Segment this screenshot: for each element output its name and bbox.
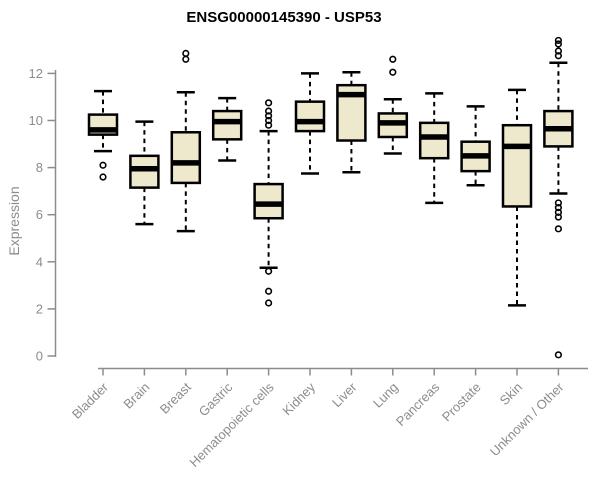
x-tick-label-breast: Breast [157, 379, 194, 416]
outlier-point [265, 287, 273, 295]
x-tick-label-liver: Liver [329, 379, 360, 410]
y-tick-label: 12 [29, 66, 43, 81]
outlier-point [389, 55, 397, 63]
outlier-point [389, 68, 397, 76]
x-tick-label-lung: Lung [370, 380, 401, 411]
boxes-group [87, 36, 574, 359]
box-liver [336, 70, 367, 174]
box-unknown-other [543, 36, 574, 359]
outlier-point [99, 173, 107, 181]
outlier-point [554, 351, 563, 359]
x-tick-label-unknown-other: Unknown / Other [487, 379, 567, 459]
y-axis-title: Expression [6, 186, 22, 255]
outlier-point [554, 36, 563, 45]
outlier-point [554, 204, 563, 212]
outlier-point [99, 161, 107, 169]
box-breast [170, 49, 202, 233]
outlier-point [554, 40, 563, 48]
outlier-point [554, 213, 563, 221]
iqr-box [253, 182, 284, 220]
iqr-box [129, 154, 160, 189]
iqr-box [170, 131, 202, 185]
y-tick-label: 6 [36, 207, 43, 222]
outlier-point [265, 116, 273, 125]
x-tick-label-bladder: Bladder [69, 379, 112, 422]
x-tick-label-pancreas: Pancreas [393, 379, 443, 429]
outlier-point [265, 121, 273, 129]
y-tick-label: 4 [36, 254, 43, 269]
x-tick-label-brain: Brain [120, 380, 152, 412]
x-tick-label-kidney: Kidney [279, 379, 318, 418]
outlier-point [265, 267, 273, 275]
box-pancreas [418, 92, 450, 205]
box-skin [501, 88, 533, 307]
x-tick-label-skin: Skin [497, 380, 525, 408]
y-tick-label: 10 [29, 113, 43, 128]
box-prostate [460, 105, 491, 187]
iqr-box [294, 100, 326, 133]
outlier-point [182, 55, 190, 63]
outlier-point [265, 112, 273, 120]
y-tick-label: 0 [36, 349, 43, 364]
iqr-box [501, 123, 533, 208]
box-gastric [211, 96, 243, 162]
box-lung [377, 55, 409, 155]
outlier-point [182, 49, 190, 57]
x-tick-label-prostate: Prostate [439, 380, 484, 425]
box-hematopoietic-cells [253, 99, 284, 307]
outlier-point [554, 208, 563, 216]
iqr-box [418, 121, 450, 160]
outlier-point [554, 225, 563, 233]
x-tick-label-gastric: Gastric [196, 379, 236, 419]
chart-title: ENSG00000145390 - USP53 [186, 9, 381, 26]
outlier-point [265, 107, 273, 115]
box-brain [129, 120, 160, 226]
y-tick-label: 8 [36, 160, 43, 175]
outlier-point [554, 52, 563, 60]
box-bladder [87, 89, 119, 181]
y-tick-label: 2 [36, 301, 43, 316]
outlier-point [554, 47, 563, 55]
outlier-point [265, 99, 273, 107]
iqr-box [211, 109, 243, 141]
outlier-point [265, 299, 273, 307]
box-kidney [294, 72, 326, 175]
outlier-point [554, 199, 563, 207]
